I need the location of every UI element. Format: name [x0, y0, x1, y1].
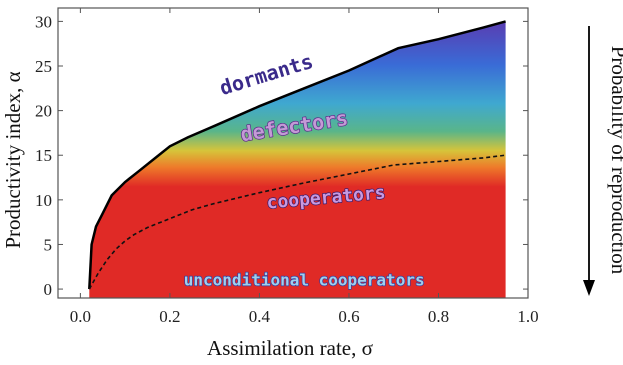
cooperator-boundary-line: [88, 154, 506, 290]
x-axis-label: Assimilation rate, σ: [207, 336, 373, 360]
x-tick-label: 0.0: [70, 307, 91, 326]
x-tick-label: 1.0: [517, 307, 538, 326]
region-label-unconditional-cooperators: unconditional cooperators: [184, 271, 425, 290]
y-tick-label: 20: [35, 102, 52, 121]
region-area-fill: [89, 21, 506, 298]
arrow-down-icon: [583, 280, 595, 296]
x-tick-label: 0.8: [428, 307, 449, 326]
plot-frame: [57, 7, 529, 299]
y-tick-label: 25: [35, 57, 52, 76]
x-tick-label: 0.2: [159, 307, 180, 326]
y-tick-label: 15: [35, 146, 52, 165]
y-axis-label: Productivity index, α: [1, 71, 25, 248]
y-tick-label: 5: [44, 235, 53, 254]
x-tick-label: 0.4: [249, 307, 271, 326]
side-label: Probability of reproduction: [607, 46, 623, 275]
y-tick-label: 30: [35, 12, 52, 31]
upper-boundary-line: [88, 20, 506, 290]
y-tick-label: 0: [44, 280, 53, 299]
x-tick-label: 0.6: [338, 307, 359, 326]
y-tick-label: 10: [35, 191, 52, 210]
